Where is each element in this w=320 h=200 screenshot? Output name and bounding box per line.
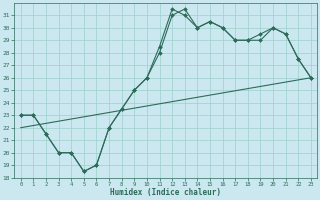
X-axis label: Humidex (Indice chaleur): Humidex (Indice chaleur) xyxy=(110,188,221,197)
